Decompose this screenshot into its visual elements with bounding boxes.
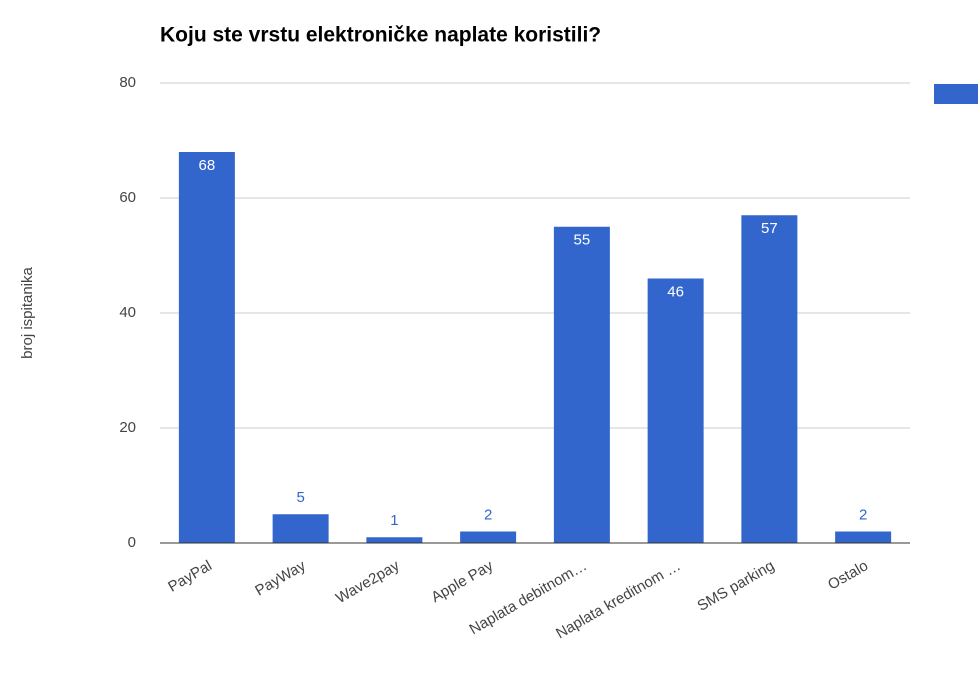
bar bbox=[272, 514, 329, 543]
x-tick-label: PayWay bbox=[252, 557, 309, 600]
x-tick-label: Apple Pay bbox=[428, 557, 496, 606]
x-tick-label: Ostalo bbox=[825, 557, 871, 593]
chart-title: Koju ste vrstu elektroničke naplate kori… bbox=[160, 24, 601, 47]
x-tick-label: PayPal bbox=[165, 557, 215, 595]
x-tick-label: SMS parking bbox=[694, 557, 777, 615]
bar bbox=[741, 215, 798, 543]
value-label: 5 bbox=[296, 489, 304, 506]
y-tick-label: 60 bbox=[119, 189, 136, 206]
bar bbox=[835, 531, 892, 543]
value-label: 57 bbox=[761, 220, 778, 237]
value-label: 1 bbox=[390, 512, 398, 529]
value-label: 55 bbox=[574, 232, 591, 249]
y-tick-label: 0 bbox=[128, 534, 136, 551]
value-label: 46 bbox=[667, 283, 684, 300]
bar bbox=[460, 531, 517, 543]
y-tick-label: 80 bbox=[119, 74, 136, 91]
y-tick-label: 20 bbox=[119, 419, 136, 436]
y-tick-label: 40 bbox=[119, 304, 136, 321]
bar bbox=[366, 537, 423, 543]
value-label: 68 bbox=[199, 157, 216, 174]
bar bbox=[178, 152, 235, 543]
x-tick-label: Wave2pay bbox=[333, 557, 403, 607]
legend-swatch bbox=[934, 84, 978, 104]
value-label: 2 bbox=[859, 506, 867, 523]
bar bbox=[553, 226, 610, 543]
y-axis-label: broj ispitanika bbox=[19, 266, 36, 358]
bar bbox=[647, 278, 704, 543]
value-label: 2 bbox=[484, 506, 492, 523]
